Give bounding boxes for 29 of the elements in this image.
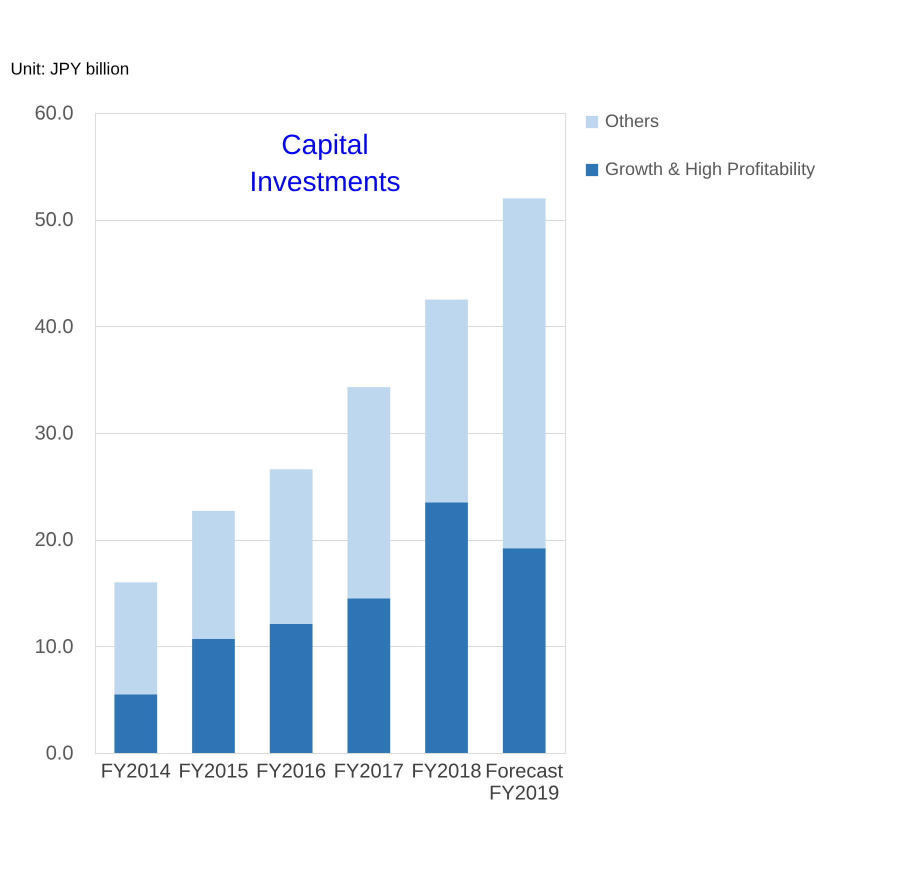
bar	[114, 582, 158, 694]
x-tick-label: FY2017	[334, 760, 404, 782]
bar	[270, 469, 313, 624]
text: Capital Investments	[250, 129, 400, 197]
y-tick-label: 40.0	[34, 316, 74, 338]
y-tick-label: 60.0	[34, 102, 74, 124]
bar	[347, 598, 390, 753]
bar	[192, 638, 235, 753]
y-tick-label: 0.0	[46, 742, 74, 764]
bar	[425, 300, 468, 502]
legend-label: Growth & High Profitability	[605, 159, 816, 179]
x-tick-label: FY2015	[178, 760, 248, 782]
bar	[502, 198, 546, 548]
x-tick-label: Forecast FY2019	[485, 760, 564, 804]
bar	[502, 548, 546, 753]
bar	[192, 510, 235, 639]
y-axis-title: Unit: JPY billion	[10, 60, 130, 78]
bar	[270, 624, 313, 753]
y-tick-label: 10.0	[34, 636, 74, 658]
x-tick-label: FY2014	[100, 760, 171, 782]
bar	[114, 694, 158, 753]
x-tick-label: FY2018	[412, 760, 482, 782]
legend-label: Others	[605, 111, 660, 131]
x-tick-label: FY2016	[256, 760, 326, 782]
y-tick-label: 30.0	[34, 422, 74, 444]
y-tick-label: 50.0	[34, 209, 74, 232]
y-tick-label: 20.0	[34, 529, 74, 552]
bar	[347, 387, 390, 598]
bar	[425, 502, 468, 753]
